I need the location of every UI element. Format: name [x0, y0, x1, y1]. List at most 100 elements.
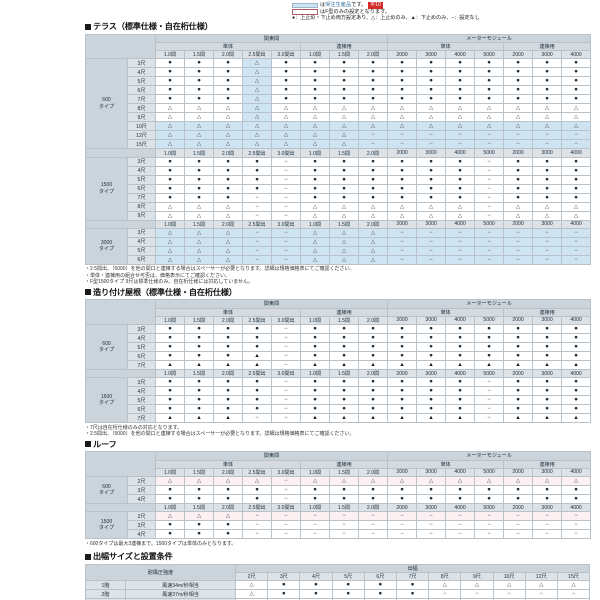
mark-circle-icon: ● [313, 95, 317, 103]
spec-cell: − [271, 485, 301, 496]
legend-link-made-to-order[interactable]: 受注生産品 [325, 2, 352, 8]
spec-cell: − [271, 494, 301, 505]
spec-cell: △ [329, 112, 359, 123]
spec-cell: △ [242, 130, 272, 141]
spec-cell: − [271, 413, 301, 424]
wind-cell: − [556, 598, 591, 600]
mark-dash-icon: − [371, 513, 375, 520]
mark-circle-icon: ● [342, 343, 346, 351]
spec-cell: − [387, 511, 418, 522]
spec-cell: − [271, 476, 301, 487]
mark-circle-icon: ● [342, 184, 346, 192]
mark-circle-icon: ● [342, 405, 346, 413]
spec-cell: − [416, 227, 447, 238]
spec-cell: − [561, 520, 592, 531]
spec-cell: △ [242, 94, 272, 105]
row-group-label: 3000 タイプ [85, 227, 128, 265]
mark-tri-icon: △ [457, 123, 463, 130]
spec-cell: ● [532, 85, 563, 96]
spec-cell: − [416, 511, 447, 522]
legend-symbols-label: ●：上止め・下止め両方設定あり、△：上止めのみ、▲：下止めのみ、−：設定なし [292, 15, 480, 22]
spec-cell: − [474, 386, 505, 397]
mark-circle-icon: ● [371, 95, 375, 103]
spec-cell: ● [300, 404, 330, 415]
note-line: ・7尺は自在桁仕様のみの対応となります。 [85, 424, 183, 431]
section-title-label: ルーフ [93, 439, 117, 449]
spec-cell: △ [503, 476, 534, 487]
mark-tri-icon: △ [399, 212, 405, 219]
spec-cell: ● [329, 156, 359, 167]
wind-cell: ● [331, 580, 365, 591]
spec-cell: ● [300, 183, 330, 194]
spec-cell: △ [416, 103, 447, 114]
spec-cell: ● [300, 85, 330, 96]
mark-circle-icon: ● [400, 193, 404, 201]
spec-cell: − [445, 511, 476, 522]
mark-tri-icon: △ [312, 256, 318, 263]
header-col-3: 2.5間出 [242, 467, 272, 478]
spec-cell: △ [184, 139, 214, 150]
row-label: 4尺 [127, 529, 156, 540]
mark-dash-icon: − [284, 203, 288, 210]
wind-table: 耐風圧強度 出幅 2尺 3尺 4尺 5尺 6尺 7尺 8尺 9尺 10尺 12尺 15尺 1階 風速34m/… [84, 563, 591, 600]
mark-dash-icon: − [255, 513, 259, 520]
mark-circle-icon: ● [458, 184, 462, 192]
wind-cell: ● [363, 580, 397, 591]
mark-dash-icon: − [574, 229, 578, 236]
mark-circle-icon: ● [313, 378, 317, 386]
spec-cell: △ [271, 139, 301, 150]
mark-dash-icon: − [516, 531, 520, 538]
spec-cell: − [242, 245, 272, 256]
spec-cell: ▲ [329, 360, 359, 371]
spec-cell: △ [357, 236, 389, 247]
wind-col-10: 15尺 [556, 572, 591, 582]
spec-cell: − [271, 201, 301, 212]
section-title: ルーフ [85, 438, 590, 450]
mark-tri-icon: △ [341, 256, 347, 263]
spec-cell: △ [271, 103, 301, 114]
mark-circle-icon: ● [168, 378, 172, 386]
mark-circle-icon: ● [255, 405, 259, 413]
spec-cell: ● [242, 333, 272, 344]
spec-cell: ▲ [445, 360, 476, 371]
row-label: 9尺 [127, 210, 156, 221]
spec-cell: △ [503, 201, 534, 212]
row-label: 6尺 [127, 404, 156, 415]
spec-cell: △ [474, 476, 505, 487]
spec-cell: − [242, 236, 272, 247]
mark-circle-icon: ● [168, 486, 172, 494]
table-row: 5尺 ● ● ● ● − ● ● ● ● ● ● − ● ● ● [86, 174, 592, 185]
spec-cell: ● [532, 165, 563, 176]
mark-circle-icon: ● [574, 86, 578, 94]
spec-cell: ● [300, 192, 330, 203]
header-col-10: 4000 [445, 219, 476, 230]
mark-tri-icon: △ [573, 212, 579, 219]
spec-cell: ● [416, 485, 447, 496]
spec-cell: △ [416, 121, 447, 132]
spec-cell: − [271, 245, 301, 256]
table-row: 1500 タイプ 3尺 ● ● ● ● − ● ● ● ● ● ● − ● ● ● [85, 377, 592, 424]
spec-cell: ● [416, 494, 447, 505]
spec-cell: △ [184, 476, 214, 487]
spec-cell: − [271, 351, 301, 362]
spec-cell: ● [357, 76, 389, 87]
mark-circle-icon: ● [313, 59, 317, 67]
spec-cell: − [532, 139, 563, 150]
mark-circle-icon: ● [429, 175, 433, 183]
mark-circle-icon: ● [545, 352, 549, 360]
spec-cell: ● [416, 76, 447, 87]
header-corner [85, 33, 156, 60]
mark-dash-icon: − [284, 212, 288, 219]
spec-cell: ▲ [357, 413, 389, 424]
mark-circle-icon: ● [168, 59, 172, 67]
spec-cell: ● [184, 351, 214, 362]
spec-cell: ● [184, 395, 214, 406]
spec-cell: − [357, 130, 389, 141]
mark-circle-icon: ● [487, 325, 491, 333]
mark-circle-icon: ● [226, 495, 230, 503]
wind-cell: △ [460, 580, 494, 591]
wind-cell: △ [235, 580, 269, 591]
spec-cell: ▲ [561, 413, 592, 424]
spec-cell: − [271, 404, 301, 415]
mark-circle-icon: ● [226, 396, 230, 404]
